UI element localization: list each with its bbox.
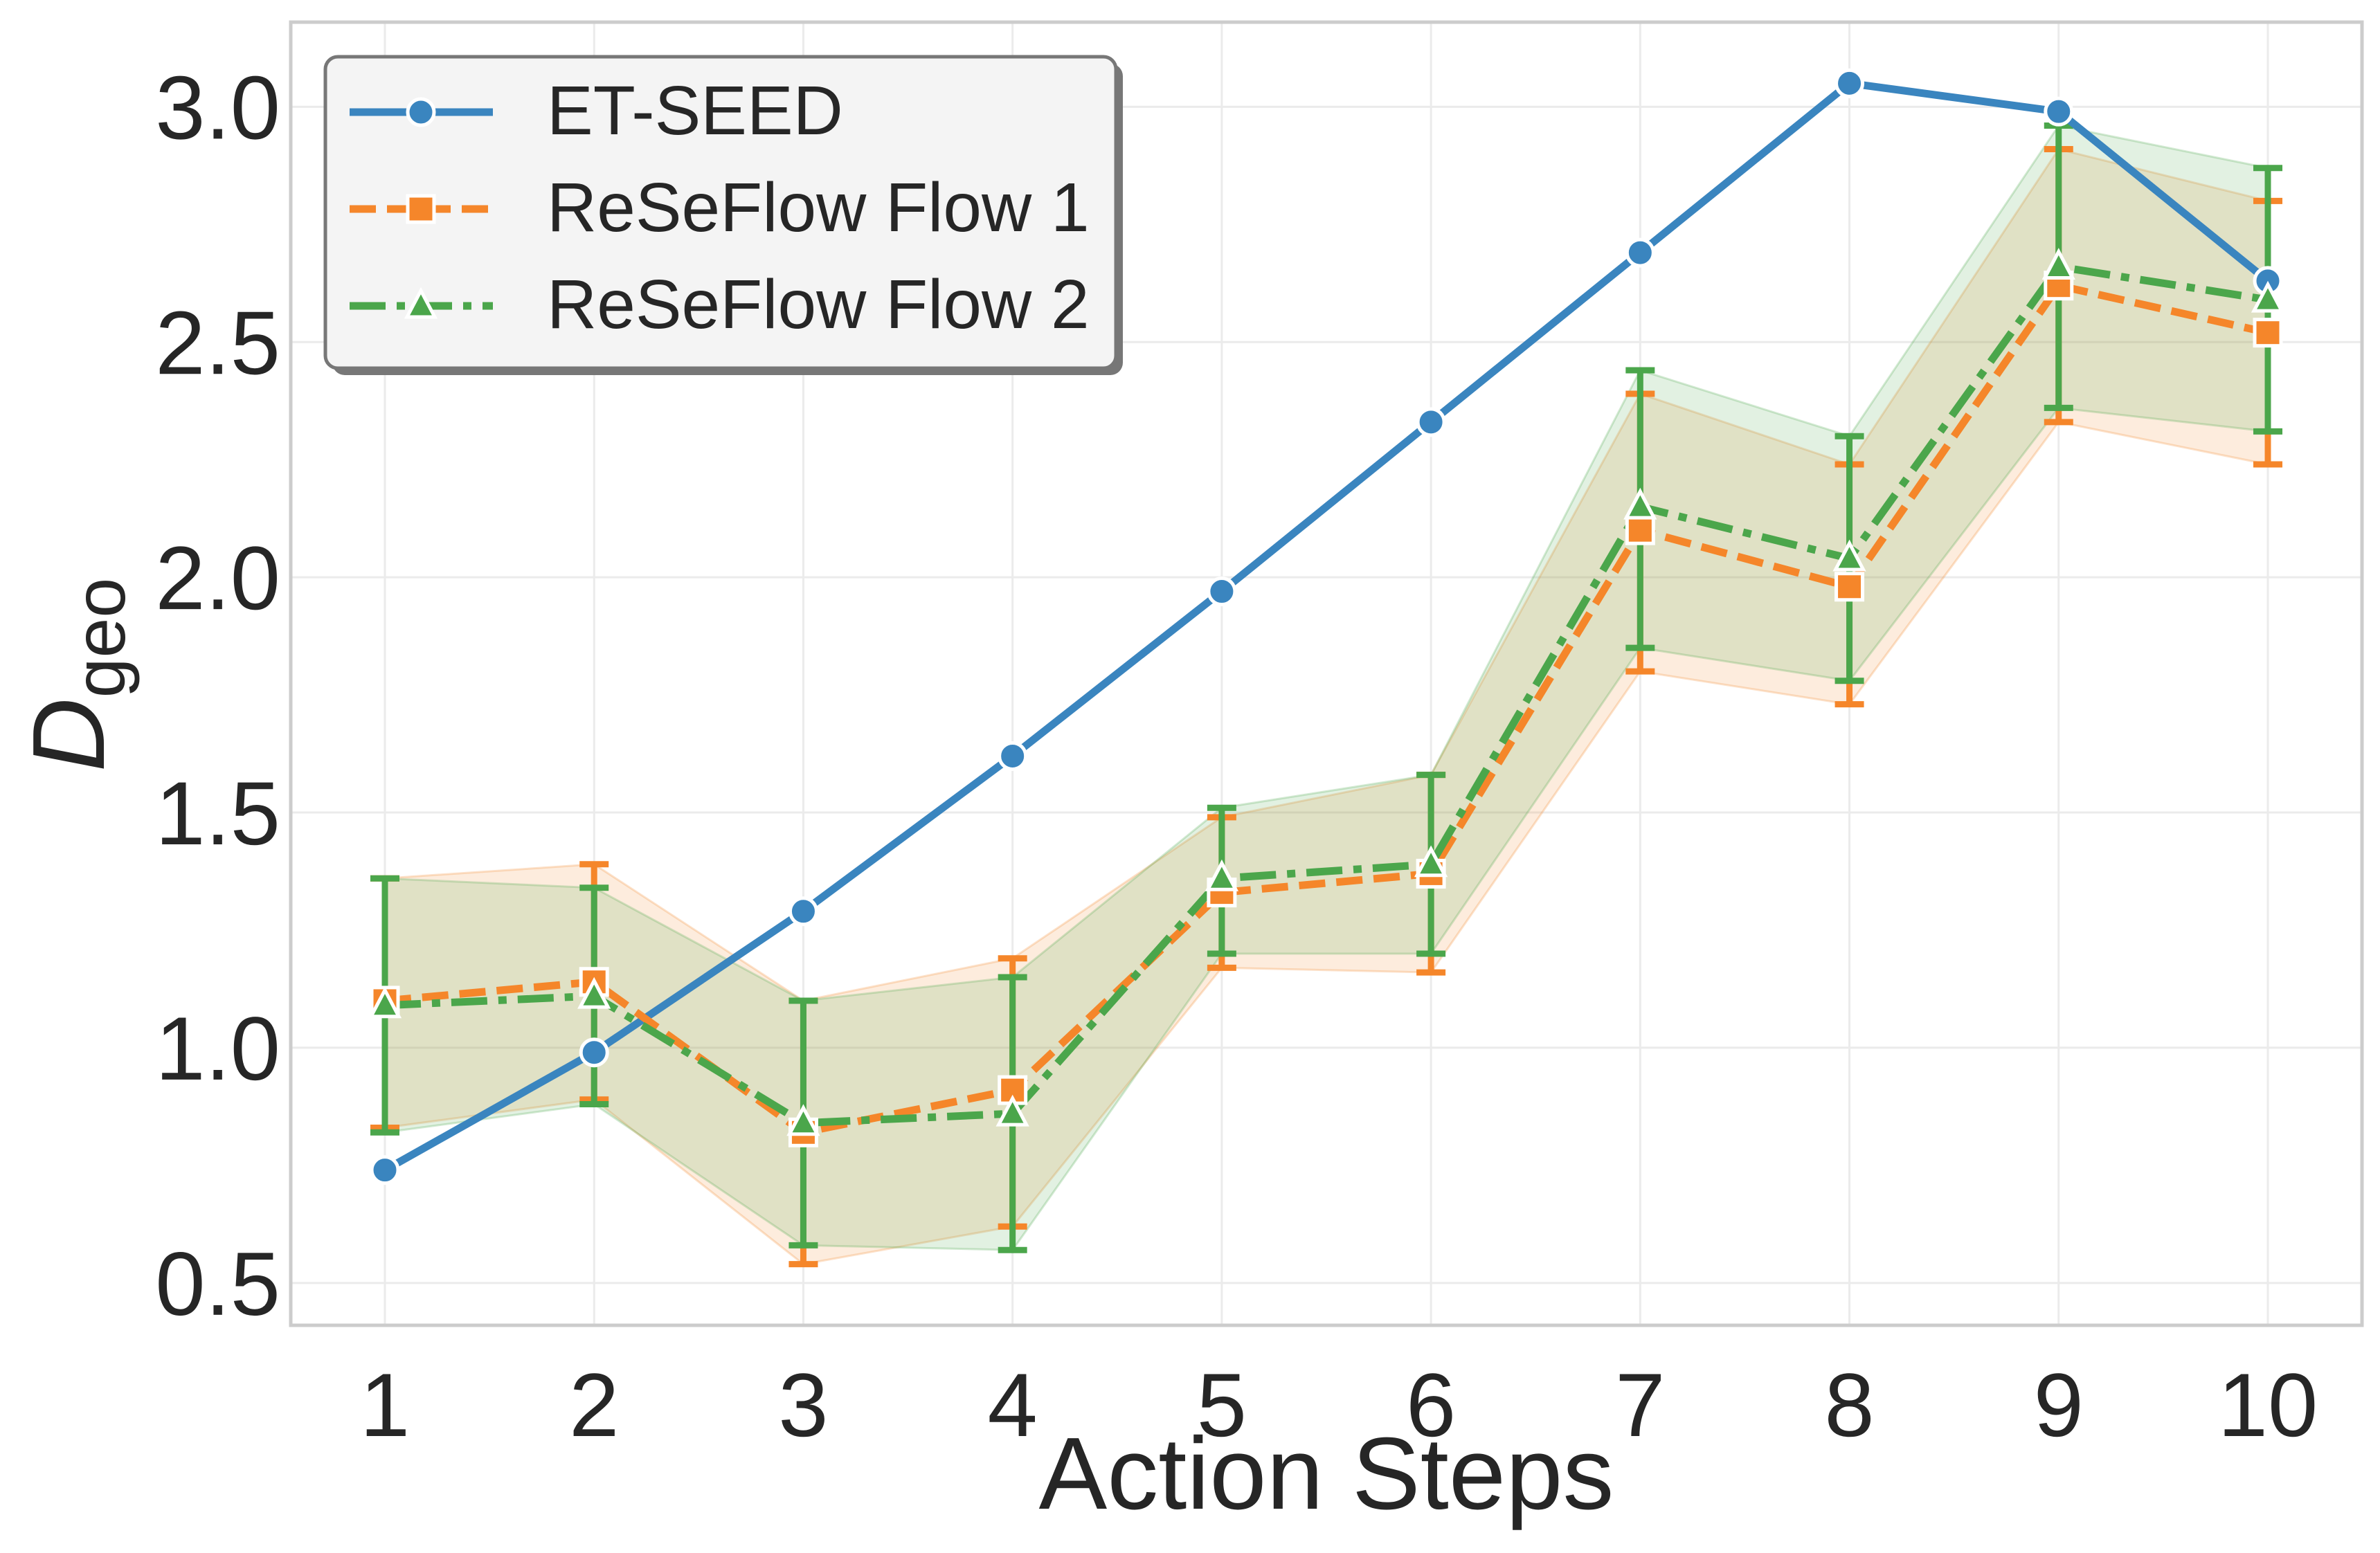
triangle-marker	[1623, 487, 1657, 520]
series-line	[384, 262, 2269, 1127]
x-tick-label: 1	[360, 1354, 410, 1455]
x-tick-label: 6	[1406, 1354, 1456, 1455]
triangle-marker	[1414, 845, 1448, 878]
triangle-marker	[368, 986, 402, 1019]
series-line	[384, 282, 2269, 1136]
triangle-marker	[2251, 280, 2285, 313]
y-axis-label-main: D	[12, 698, 126, 772]
y-tick-label: 1.0	[155, 998, 280, 1099]
circle-marker	[998, 741, 1028, 771]
circle-marker	[1416, 407, 1446, 437]
plot-frame	[289, 20, 2364, 1327]
circle-marker	[1207, 576, 1237, 607]
y-tick-label: 3.0	[155, 57, 280, 158]
x-tick-label: 10	[2218, 1354, 2318, 1455]
circle-marker	[788, 896, 818, 927]
square-marker	[1625, 515, 1655, 545]
circle-marker	[370, 1155, 400, 1186]
triangle-marker	[1832, 539, 1866, 572]
square-marker	[998, 1075, 1028, 1105]
triangle-marker	[404, 287, 438, 319]
y-tick-label: 2.5	[155, 292, 280, 393]
y-tick-label: 1.5	[155, 763, 280, 864]
circle-marker	[1834, 68, 1865, 98]
x-axis-ticks: 1 2 3 4 5 6 7 8 9 10	[360, 1354, 2318, 1455]
series-line	[383, 79, 2271, 1174]
x-tick-label: 9	[2034, 1354, 2084, 1455]
legend-box	[323, 55, 1118, 370]
triangle-marker	[786, 1104, 820, 1136]
triangle-marker	[577, 977, 611, 1009]
series-lines	[383, 79, 2271, 1174]
x-tick-label: 7	[1615, 1354, 1665, 1455]
x-tick-label: 5	[1197, 1354, 1247, 1455]
y-axis-ticks: 0.5 1.0 1.5 2.0 2.5 3.0	[155, 57, 280, 1334]
circle-marker	[1625, 237, 1655, 268]
legend: ET-SEED ReSeFlow Flow 1 ReSeFlow Flow 2	[323, 55, 1123, 375]
triangle-marker	[2041, 248, 2075, 280]
triangle-marker	[995, 1094, 1029, 1127]
y-tick-label: 0.5	[155, 1233, 280, 1334]
circle-marker	[579, 1037, 609, 1068]
legend-label: ReSeFlow Flow 1	[547, 169, 1090, 246]
svg-text:Dgeo: Dgeo	[12, 578, 141, 772]
series-markers	[368, 68, 2285, 1186]
x-tick-label: 4	[988, 1354, 1038, 1455]
legend-label: ReSeFlow Flow 2	[547, 266, 1090, 343]
y-axis-label: Dgeo	[12, 578, 141, 772]
y-tick-label: 2.0	[155, 527, 280, 628]
square-marker	[406, 194, 436, 224]
legend-label: ET-SEED	[547, 72, 843, 149]
square-marker	[1834, 572, 1865, 602]
x-tick-label: 2	[569, 1354, 619, 1455]
triangle-marker	[1205, 859, 1239, 891]
circle-marker	[406, 97, 436, 127]
x-axis-label: Action Steps	[1039, 1417, 1614, 1531]
y-axis-label-subscript: geo	[60, 578, 141, 698]
square-marker	[2253, 318, 2283, 348]
x-tick-label: 3	[778, 1354, 828, 1455]
circle-marker	[2044, 96, 2074, 127]
x-tick-label: 8	[1824, 1354, 1874, 1455]
